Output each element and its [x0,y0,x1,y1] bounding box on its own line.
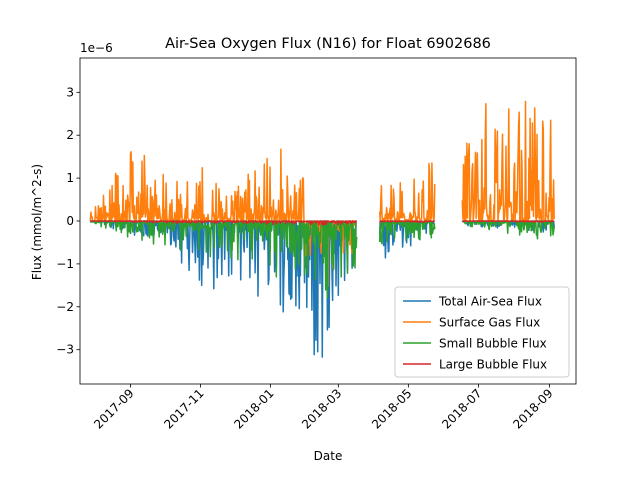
series-line-segment [90,220,358,226]
y-tick-label: 2 [66,128,74,142]
legend-box [394,286,570,378]
chart-title: Air-Sea Oxygen Flux (N16) for Float 6902… [165,36,491,52]
y-tick-label: 0 [66,214,74,228]
x-tick-label: 2018-07 [439,386,484,431]
series-line-segment [462,220,555,223]
y-tick-label: 1 [66,171,74,185]
x-tick-label: 2018-05 [369,386,414,431]
y-axis-label: Flux (mmol/m^2-s) [30,164,44,280]
series-line-segment [379,220,435,223]
x-tick-label: 2018-09 [510,386,555,431]
y-tick-label: −1 [56,257,74,271]
legend-label: Total Air-Sea Flux [438,295,542,309]
y-tick-label: −2 [56,300,74,314]
legend-label: Large Bubble Flux [439,358,547,372]
x-tick-label: 2017-09 [91,386,136,431]
series-line-segment [461,100,555,222]
x-tick-label: 2018-01 [231,386,276,431]
x-axis-label: Date [314,449,343,463]
y-tick-label: 3 [66,85,74,99]
series-line-segment [461,220,555,240]
y-offset-text: 1e−6 [80,41,113,55]
plot-area [89,100,555,358]
legend: Total Air-Sea Flux Surface Gas Flux Small … [394,286,570,378]
series-line-segment [89,219,357,358]
x-tick-label: 2018-03 [299,386,344,431]
legend-label: Small Bubble Flux [439,337,547,351]
series-line-segment [378,162,436,222]
legend-label: Surface Gas Flux [439,316,540,330]
series-large-bubble-flux [90,220,555,226]
x-tick-label: 2017-11 [161,386,206,431]
y-tick-label: −3 [56,343,74,357]
